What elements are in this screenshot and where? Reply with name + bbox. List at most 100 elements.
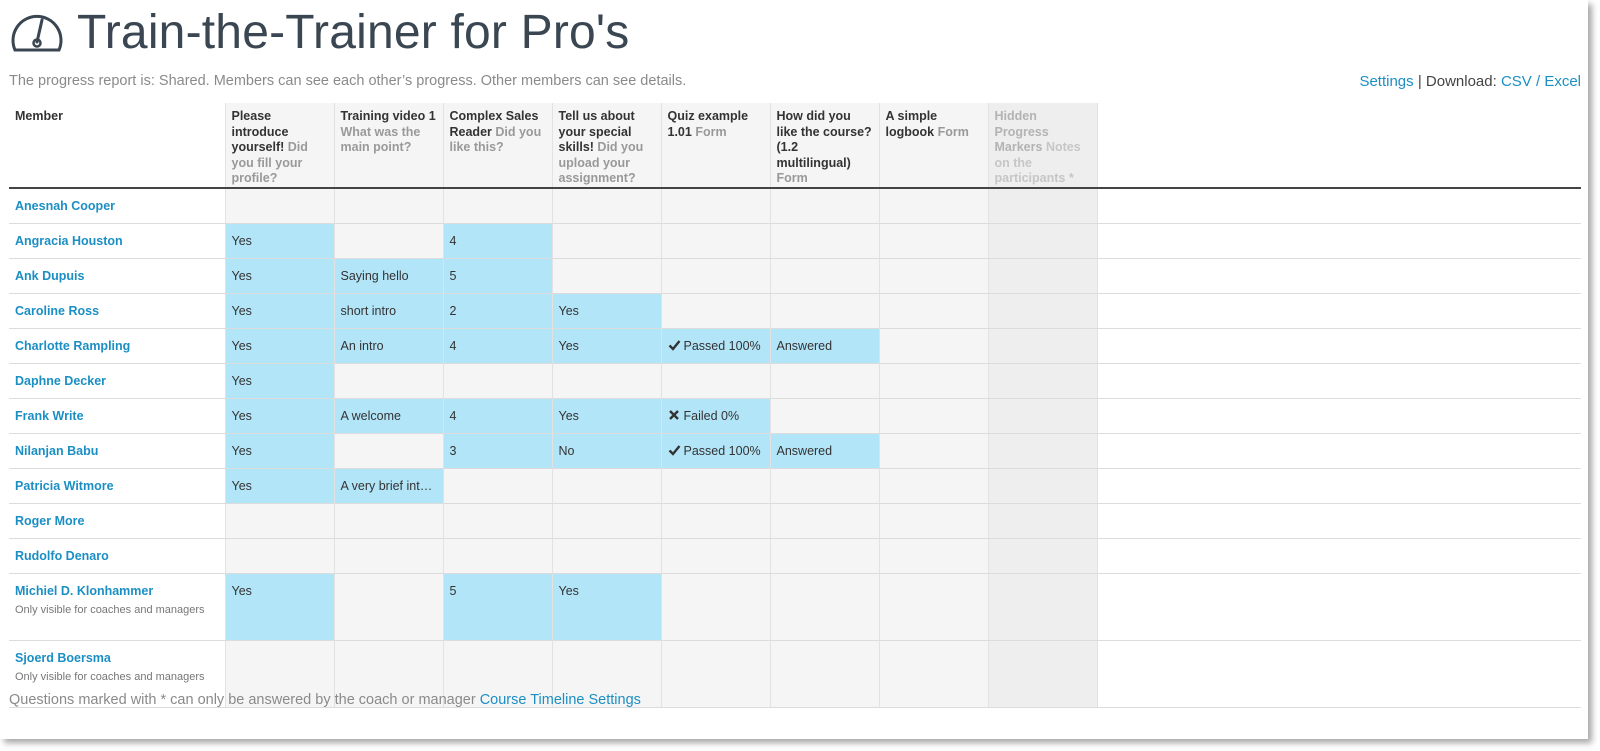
column-header-q2[interactable]: Training video 1 What was the main point…	[333, 103, 443, 189]
column-header-q6[interactable]: How did you like the course? (1.2 multil…	[769, 103, 879, 189]
member-name-link[interactable]: Ank Dupuis	[15, 268, 85, 283]
progress-cell-q8[interactable]	[987, 328, 1097, 364]
progress-cell-q6[interactable]	[769, 398, 879, 434]
progress-cell-q1[interactable]: Yes	[224, 258, 334, 294]
progress-cell-q5[interactable]: Passed 100%	[660, 328, 770, 364]
progress-cell-q7[interactable]	[878, 363, 988, 399]
csv-link[interactable]: CSV	[1500, 73, 1532, 90]
progress-cell-q7[interactable]	[878, 187, 988, 224]
progress-cell-q8[interactable]	[987, 293, 1097, 329]
progress-cell-q7[interactable]	[878, 258, 988, 294]
progress-cell-q2[interactable]: short intro	[333, 293, 443, 329]
column-header-q8[interactable]: Hidden Progress Markers Notes on the par…	[987, 103, 1097, 189]
progress-cell-q6[interactable]	[769, 468, 879, 504]
progress-cell-q4[interactable]: Yes	[551, 398, 661, 434]
course-timeline-settings-link[interactable]: Course Timeline Settings	[479, 692, 641, 708]
progress-cell-q4[interactable]: Yes	[551, 573, 661, 641]
progress-cell-q2[interactable]	[333, 538, 443, 574]
progress-cell-q8[interactable]	[987, 398, 1097, 434]
progress-cell-q1[interactable]: Yes	[224, 433, 334, 469]
progress-cell-q7[interactable]	[878, 398, 988, 434]
progress-cell-q1[interactable]: Yes	[224, 363, 334, 399]
progress-cell-q7[interactable]	[878, 573, 988, 641]
member-name-link[interactable]: Frank Write	[15, 408, 84, 423]
progress-cell-q2[interactable]: A very brief int…	[333, 468, 443, 504]
progress-cell-q2[interactable]: An intro	[333, 328, 443, 364]
progress-cell-q5[interactable]	[660, 258, 770, 294]
progress-cell-q6[interactable]: Answered	[769, 328, 879, 364]
progress-cell-q8[interactable]	[987, 538, 1097, 574]
progress-cell-q8[interactable]	[987, 258, 1097, 294]
progress-cell-q8[interactable]	[987, 468, 1097, 504]
progress-cell-q3[interactable]	[442, 468, 552, 504]
progress-cell-q3[interactable]: 2	[442, 293, 552, 329]
progress-cell-q8[interactable]	[987, 187, 1097, 224]
progress-cell-q5[interactable]: Passed 100%	[660, 433, 770, 469]
progress-cell-q3[interactable]: 4	[442, 223, 552, 259]
progress-cell-q4[interactable]	[551, 468, 661, 504]
member-name-link[interactable]: Daphne Decker	[15, 373, 107, 388]
progress-cell-q4[interactable]: No	[551, 433, 661, 469]
progress-cell-q7[interactable]	[878, 640, 988, 708]
progress-cell-q8[interactable]	[987, 433, 1097, 469]
progress-cell-q2[interactable]: A welcome	[333, 398, 443, 434]
progress-cell-q1[interactable]	[224, 538, 334, 574]
progress-cell-q5[interactable]	[660, 640, 770, 708]
progress-cell-q3[interactable]: 4	[442, 328, 552, 364]
progress-cell-q5[interactable]	[660, 538, 770, 574]
member-name-link[interactable]: Caroline Ross	[15, 303, 100, 318]
progress-cell-q5[interactable]	[660, 187, 770, 224]
progress-cell-q6[interactable]	[769, 503, 879, 539]
progress-cell-q7[interactable]	[878, 328, 988, 364]
progress-cell-q5[interactable]	[660, 293, 770, 329]
progress-cell-q6[interactable]	[769, 573, 879, 641]
member-name-link[interactable]: Sjoerd Boersma	[15, 650, 111, 665]
progress-cell-q1[interactable]: Yes	[224, 398, 334, 434]
progress-cell-q6[interactable]	[769, 640, 879, 708]
progress-cell-q4[interactable]	[551, 538, 661, 574]
progress-cell-q6[interactable]	[769, 363, 879, 399]
progress-cell-q7[interactable]	[878, 503, 988, 539]
progress-cell-q2[interactable]: Saying hello	[333, 258, 443, 294]
progress-cell-q1[interactable]: Yes	[224, 223, 334, 259]
progress-cell-q3[interactable]: 5	[442, 258, 552, 294]
member-name-link[interactable]: Angracia Houston	[15, 233, 123, 248]
progress-cell-q1[interactable]	[224, 187, 334, 224]
progress-cell-q6[interactable]: Answered	[769, 433, 879, 469]
member-name-link[interactable]: Patricia Witmore	[15, 478, 114, 493]
member-name-link[interactable]: Anesnah Cooper	[15, 198, 116, 213]
progress-cell-q3[interactable]: 3	[442, 433, 552, 469]
column-header-q4[interactable]: Tell us about your special skills! Did y…	[551, 103, 661, 189]
progress-cell-q4[interactable]	[551, 258, 661, 294]
member-name-link[interactable]: Rudolfo Denaro	[15, 548, 109, 563]
progress-cell-q6[interactable]	[769, 258, 879, 294]
progress-cell-q4[interactable]	[551, 503, 661, 539]
excel-link[interactable]: Excel	[1544, 73, 1581, 90]
progress-cell-q6[interactable]	[769, 293, 879, 329]
progress-cell-q2[interactable]	[333, 187, 443, 224]
progress-cell-q7[interactable]	[878, 538, 988, 574]
progress-cell-q3[interactable]: 5	[442, 573, 552, 641]
progress-cell-q4[interactable]	[551, 223, 661, 259]
progress-cell-q2[interactable]	[333, 640, 443, 708]
progress-cell-q5[interactable]	[660, 363, 770, 399]
progress-cell-q1[interactable]	[224, 503, 334, 539]
progress-cell-q5[interactable]: Failed 0%	[660, 398, 770, 434]
progress-cell-q4[interactable]: Yes	[551, 293, 661, 329]
member-name-link[interactable]: Michiel D. Klonhammer	[15, 583, 154, 598]
progress-cell-q5[interactable]	[660, 503, 770, 539]
progress-cell-q8[interactable]	[987, 363, 1097, 399]
progress-cell-q8[interactable]	[987, 640, 1097, 708]
progress-cell-q4[interactable]	[551, 640, 661, 708]
progress-cell-q2[interactable]	[333, 503, 443, 539]
progress-cell-q3[interactable]	[442, 363, 552, 399]
progress-cell-q5[interactable]	[660, 573, 770, 641]
progress-cell-q7[interactable]	[878, 468, 988, 504]
progress-cell-q4[interactable]	[551, 187, 661, 224]
progress-cell-q6[interactable]	[769, 223, 879, 259]
progress-cell-q7[interactable]	[878, 433, 988, 469]
progress-cell-q2[interactable]	[333, 433, 443, 469]
progress-cell-q6[interactable]	[769, 538, 879, 574]
progress-cell-q8[interactable]	[987, 503, 1097, 539]
progress-cell-q2[interactable]	[333, 573, 443, 641]
